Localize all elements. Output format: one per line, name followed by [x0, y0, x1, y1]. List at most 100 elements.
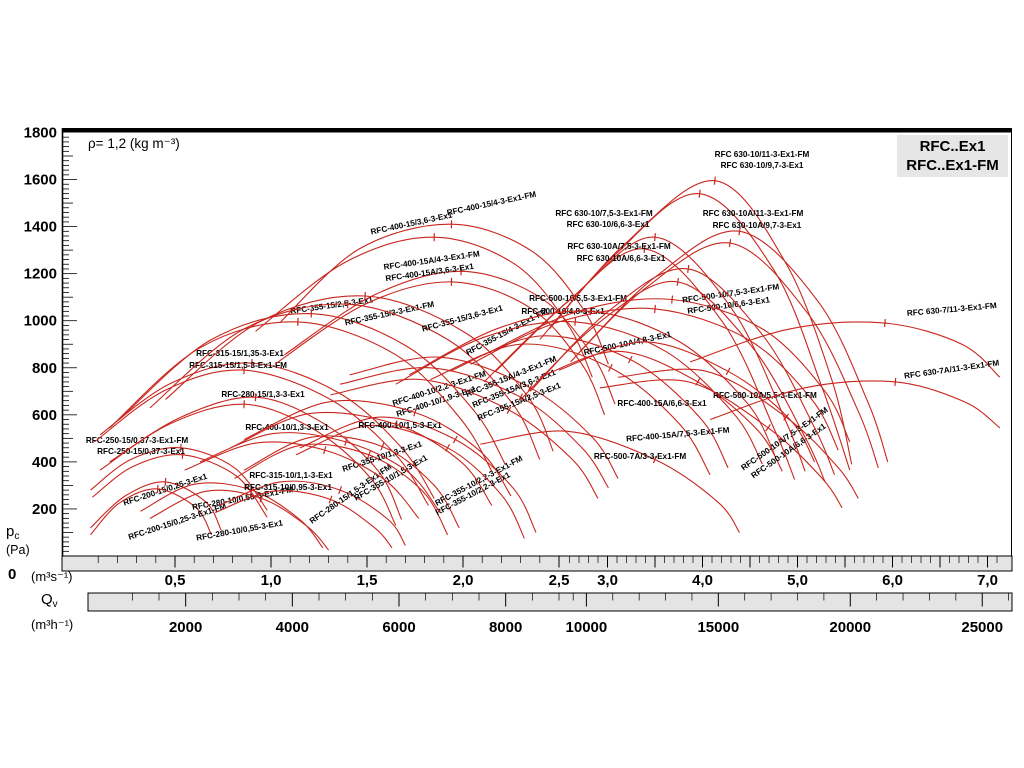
x-axis-unit-m3h: (m³h⁻¹) — [31, 617, 74, 632]
duty-limit-tick — [671, 295, 674, 304]
fan-curve — [408, 310, 776, 456]
duty-limit-tick — [574, 317, 577, 326]
duty-limit-tick — [643, 244, 646, 253]
x-tick-label-m3s: 2,5 — [549, 572, 570, 589]
curve-label: RFC 630-7A/11-3-Ex1-FM — [903, 358, 1000, 380]
curve-label: RFC-500-7A/3-3-Ex1-FM — [594, 452, 687, 461]
duty-limit-tick — [713, 176, 716, 185]
curve-label: RFC 630-10/9,7-3-Ex1 — [721, 161, 804, 170]
curve-label: RFC-250-15/0,37-3-Ex1-FM — [86, 436, 189, 445]
x-tick-label-m3s: 1,5 — [357, 572, 378, 589]
x-tick-label-m3h: 2000 — [169, 619, 202, 636]
curve-label: RFC 630-10/7,5-3-Ex1-FM — [555, 209, 653, 218]
curve-label: RFC 630-10A/6,6-3-Ex1 — [577, 254, 666, 263]
series-legend: RFC..Ex1 RFC..Ex1-FM — [897, 135, 1008, 177]
curve-label: RFC 630-10/11-3-Ex1-FM — [715, 150, 810, 159]
y-tick-label: 1800 — [24, 124, 57, 141]
duty-limit-tick — [518, 393, 523, 401]
fan-curve — [480, 430, 740, 533]
curve-label: RFC 630-7/11-3-Ex1-FM — [907, 301, 998, 318]
y-axis-title: pc (Pa) — [6, 523, 30, 557]
fan-curve — [539, 193, 851, 471]
legend-line-ex1-fm: RFC..Ex1-FM — [906, 157, 999, 174]
fan-curve — [274, 281, 606, 416]
fan-curve — [349, 356, 619, 479]
curve-label: RFC-315-10/0,95-3-Ex1 — [244, 483, 332, 492]
duty-limit-tick — [328, 495, 333, 504]
fan-curve — [470, 307, 839, 451]
curve-label: RFC-315-15/1,35-3-Ex1 — [196, 349, 284, 358]
duty-limit-tick — [181, 450, 184, 459]
duty-limit-tick — [676, 277, 680, 286]
plot-top-border — [62, 128, 1012, 133]
curve-label: RFC-500-10A/5,5-3-Ex1-FM — [713, 391, 817, 400]
curve-label: RFC 630-10A/11-3-Ex1-FM — [703, 209, 804, 218]
duty-limit-tick — [698, 189, 701, 198]
x-tick-label-m3h: 10000 — [566, 619, 608, 636]
x-tick-label-m3s: 1,0 — [261, 572, 282, 589]
x-tick-label-m3h: 25000 — [961, 619, 1003, 636]
fan-curve — [243, 399, 512, 497]
curve-label: RFC-400-10/1,3-3-Ex1 — [245, 423, 329, 432]
duty-limit-tick — [738, 227, 741, 236]
flow-symbol: Q — [41, 591, 53, 608]
duty-limit-tick — [452, 435, 458, 444]
y-tick-label: 200 — [32, 501, 57, 518]
fan-curve — [599, 379, 843, 509]
y-tick-label: 400 — [32, 454, 57, 471]
duty-limit-tick — [654, 233, 656, 242]
legend-line-ex1: RFC..Ex1 — [919, 138, 986, 155]
fan-curve — [579, 230, 889, 463]
duty-limit-tick — [338, 486, 343, 495]
x-tick-label-m3s: 7,0 — [977, 572, 998, 589]
x-tick-label-m3h: 20000 — [829, 619, 871, 636]
fan-curve — [483, 248, 796, 480]
duty-limit-tick — [608, 363, 613, 372]
x-tick-label-m3s: 2,0 — [453, 572, 474, 589]
fan-curve — [295, 424, 525, 539]
y-tick-label: 800 — [32, 360, 57, 377]
curve-label: RFC-280-10/0,55-3-Ex1 — [196, 518, 284, 542]
fan-curve — [149, 303, 541, 460]
y-axis-zero-label: 0 — [8, 566, 17, 583]
x-tick-label-m3s: 6,0 — [882, 572, 903, 589]
x-tick-label-m3h: 6000 — [382, 619, 415, 636]
x-tick-label-m3h: 15000 — [697, 619, 739, 636]
pressure-symbol-subscript: c — [14, 531, 20, 542]
x-tick-label-m3s: 0,5 — [165, 572, 186, 589]
y-tick-label: 1400 — [24, 219, 57, 236]
curve-label: RFC-400-15A/7,5-3-Ex1-FM — [626, 425, 730, 443]
curve-label: RFC-250-15/0,37-3-Ex1 — [97, 447, 185, 456]
y-tick-label: 1600 — [24, 172, 57, 189]
duty-limit-tick — [687, 264, 690, 273]
curve-label: RFC-355-10/2,2-3-Ex1-FM — [434, 454, 525, 508]
fan-curve — [94, 369, 429, 506]
fan-curve — [340, 367, 609, 489]
y-tick-label: 1000 — [24, 313, 57, 330]
x-tick-label-m3s: 3,0 — [597, 572, 618, 589]
fan-curve — [570, 242, 879, 468]
curve-label: RFC-500-10/5,5-3-Ex1-FM — [529, 294, 627, 303]
air-density-note: ρ= 1,2 (kg m⁻³) — [88, 136, 180, 151]
duty-limit-tick — [728, 239, 732, 248]
curve-label: RFC-315-10/1,1-3-Ex1 — [249, 471, 333, 480]
duty-limit-tick — [506, 406, 512, 414]
pressure-unit: (Pa) — [6, 543, 30, 557]
duty-limit-tick — [894, 377, 897, 386]
curve-label: RFC-400-15/4-3-Ex1-FM — [446, 190, 537, 218]
duty-limit-tick — [179, 443, 182, 452]
duty-limit-tick — [323, 446, 327, 455]
y-tick-label: 1200 — [24, 266, 57, 283]
duty-limit-tick — [725, 367, 731, 376]
duty-limit-tick — [380, 442, 385, 451]
fan-curve — [520, 280, 826, 483]
fan-curve — [118, 313, 506, 465]
x-tick-label-m3s: 5,0 — [787, 572, 808, 589]
fan-curve — [99, 362, 435, 499]
fan-curve — [230, 411, 493, 506]
x-tick-label-m3h: 4000 — [276, 619, 309, 636]
fan-curve — [539, 350, 783, 472]
fan-curve — [689, 321, 1001, 378]
fan-curve — [330, 378, 599, 499]
